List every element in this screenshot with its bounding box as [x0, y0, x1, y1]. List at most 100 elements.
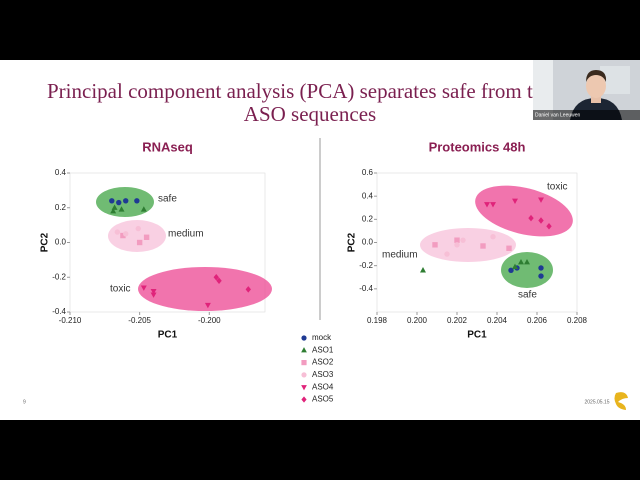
x-axis-label: PC1: [158, 330, 178, 341]
point: [490, 234, 496, 240]
cluster-ellipse: [475, 185, 573, 237]
chart-title: RNAseq: [142, 139, 193, 154]
point: [538, 217, 544, 224]
point: [134, 198, 140, 204]
point: [432, 242, 438, 248]
y-tick-label: -0.2: [359, 261, 373, 270]
point: [420, 267, 426, 273]
date: 2025.05.15: [584, 399, 609, 405]
cluster-ellipse: [108, 220, 166, 252]
cluster-ellipse: [501, 252, 553, 288]
point: [484, 202, 490, 208]
point: [116, 199, 122, 206]
y-tick-label: -0.4: [359, 284, 373, 293]
legend-marker: [301, 372, 307, 378]
point: [135, 225, 141, 232]
legend-label: ASO4: [312, 382, 334, 391]
point: [454, 237, 460, 243]
annotation: safe: [518, 290, 537, 301]
point: [150, 288, 157, 295]
y-tick-label: 0.0: [55, 238, 67, 247]
point: [480, 243, 486, 249]
annotation: safe: [158, 194, 177, 205]
point: [109, 198, 115, 204]
legend-marker: [301, 396, 307, 403]
webcam: Daniel van Leeuwen: [533, 60, 640, 120]
y-tick-label: 0.0: [362, 238, 374, 247]
slide-title: ASO sequences: [244, 102, 376, 126]
y-tick-label: 0.2: [55, 203, 67, 212]
y-axis-label: PC2: [40, 232, 51, 252]
legend: mock ASO1 ASO2 ASO3 ASO4 ASO5: [301, 333, 334, 404]
point: [114, 229, 121, 235]
legend-marker: [301, 335, 307, 341]
point: [123, 198, 129, 204]
x-tick-label: -0.210: [59, 316, 82, 325]
y-tick-label: 0.4: [362, 191, 374, 200]
slide-title: Principal component analysis (PCA) separ…: [47, 79, 569, 103]
speaker-name: Daniel van Leeuwen: [535, 112, 581, 118]
point: [213, 274, 219, 281]
point: [524, 258, 530, 265]
annotation: medium: [382, 250, 418, 261]
point: [143, 234, 150, 240]
y-tick-label: -0.2: [52, 272, 66, 281]
point: [506, 245, 512, 251]
y-tick-label: 0.6: [362, 168, 374, 177]
y-tick-label: 0.4: [55, 168, 67, 177]
point: [204, 302, 211, 309]
point: [518, 258, 524, 265]
point: [123, 231, 129, 237]
page-number: 9: [23, 399, 26, 405]
point: [538, 197, 544, 203]
x-tick-label: 0.206: [527, 316, 548, 325]
x-axis-label: PC1: [467, 330, 487, 341]
annotation: toxic: [547, 182, 568, 193]
x-tick-label: -0.205: [128, 316, 151, 325]
y-tick-label: 0.2: [362, 214, 374, 223]
legend-label: mock: [312, 333, 332, 342]
chart: RNAseq -0.210 -0.205 -0.200 0.4 0.2 0.0 -0.2 -0.…: [40, 139, 272, 341]
point: [120, 232, 126, 239]
point: [444, 251, 450, 257]
legend-marker: [301, 360, 307, 366]
annotation: medium: [168, 229, 204, 240]
point: [512, 198, 518, 205]
point: [538, 265, 544, 271]
x-tick-label: 0.204: [487, 316, 508, 325]
y-axis-label: PC2: [347, 232, 358, 252]
logo: [614, 392, 628, 410]
annotation: toxic: [110, 284, 131, 295]
x-tick-label: 0.202: [447, 316, 468, 325]
legend-label: ASO5: [312, 395, 334, 404]
point: [546, 223, 552, 230]
point: [140, 285, 147, 291]
point: [150, 292, 157, 298]
point: [110, 207, 117, 214]
point: [136, 239, 143, 246]
point: [216, 277, 222, 284]
charts: RNAseq -0.210 -0.205 -0.200 0.4 0.2 0.0 -0.2 -0.…: [40, 139, 588, 340]
point: [111, 204, 118, 210]
legend-label: ASO1: [312, 345, 334, 354]
x-tick-label: -0.200: [198, 316, 221, 325]
point: [140, 206, 147, 212]
point: [538, 273, 544, 279]
point: [460, 237, 466, 243]
y-tick-label: -0.4: [52, 307, 66, 316]
point: [454, 242, 460, 248]
cluster-ellipse: [138, 267, 272, 311]
point: [490, 202, 496, 208]
legend-marker: [301, 385, 307, 391]
point: [512, 263, 518, 269]
chart: Proteomics 48h 0.198 0.200 0.202 0.204 0.206 0…: [347, 139, 588, 340]
x-tick-label: 0.200: [407, 316, 428, 325]
legend-marker: [301, 347, 307, 353]
legend-label: ASO3: [312, 370, 334, 379]
legend-label: ASO2: [312, 358, 334, 367]
point: [528, 214, 534, 222]
chart-title: Proteomics 48h: [429, 139, 526, 154]
point: [118, 206, 125, 212]
point: [245, 286, 251, 293]
